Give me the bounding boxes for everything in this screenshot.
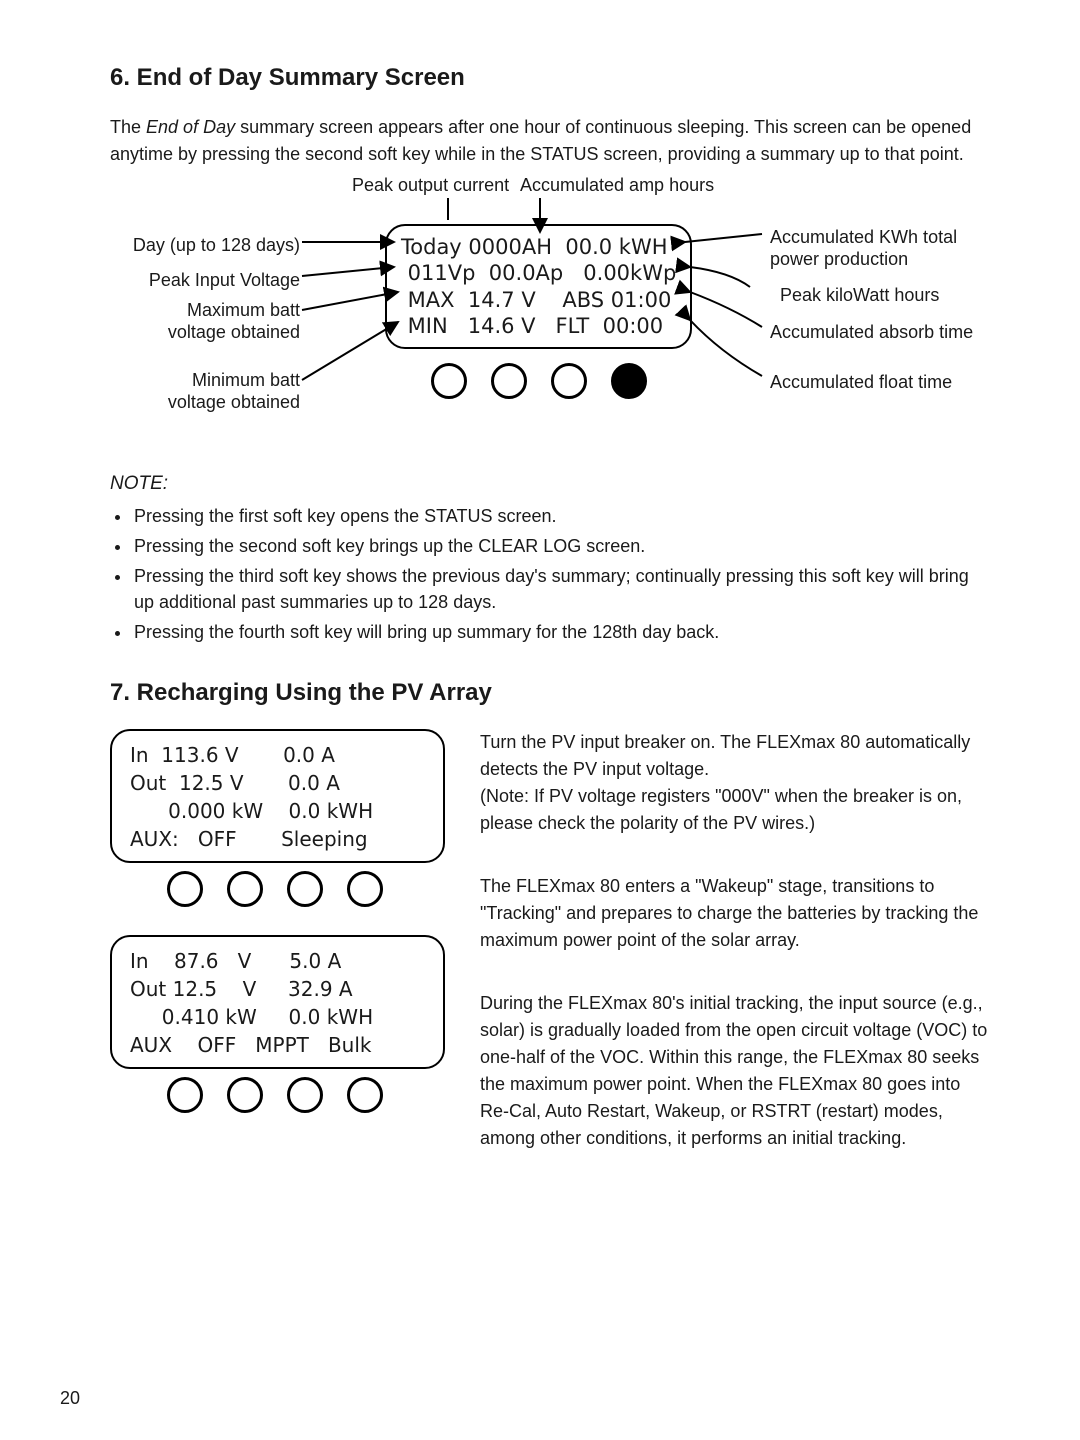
softkey[interactable]: [347, 871, 383, 907]
lcd-sleeping: In 113.6 V 0.0 A Out 12.5 V 0.0 A 0.000 …: [110, 729, 445, 863]
softkey[interactable]: [227, 871, 263, 907]
note-list: Pressing the first soft key opens the ST…: [110, 503, 990, 645]
note-item: Pressing the second soft key brings up t…: [132, 533, 990, 559]
softkey[interactable]: [227, 1077, 263, 1113]
softkeys-2: [110, 1077, 440, 1113]
note-item: Pressing the fourth soft key will bring …: [132, 619, 990, 645]
note-title: NOTE:: [110, 470, 990, 499]
note-item: Pressing the first soft key opens the ST…: [132, 503, 990, 529]
para-pv-breaker: Turn the PV input breaker on. The FLEXma…: [480, 729, 990, 837]
softkeys-1: [110, 871, 440, 907]
lcd-mppt-bulk: In 87.6 V 5.0 A Out 12.5 V 32.9 A 0.410 …: [110, 935, 445, 1069]
section7-title: 7. Recharging Using the PV Array: [110, 675, 990, 711]
para-wakeup: The FLEXmax 80 enters a "Wakeup" stage, …: [480, 873, 990, 954]
diagram-arrows: [110, 172, 990, 452]
softkey[interactable]: [287, 871, 323, 907]
para-initial-tracking: During the FLEXmax 80's initial tracking…: [480, 990, 990, 1152]
softkey[interactable]: [287, 1077, 323, 1113]
section6-intro: The End of Day summary screen appears af…: [110, 114, 990, 168]
section6-title: 6. End of Day Summary Screen: [110, 60, 990, 96]
page-number: 20: [60, 1385, 80, 1412]
softkey[interactable]: [347, 1077, 383, 1113]
softkey[interactable]: [167, 871, 203, 907]
softkey[interactable]: [167, 1077, 203, 1113]
note-item: Pressing the third soft key shows the pr…: [132, 563, 990, 615]
end-of-day-diagram: Peak output current Accumulated amp hour…: [110, 172, 990, 452]
